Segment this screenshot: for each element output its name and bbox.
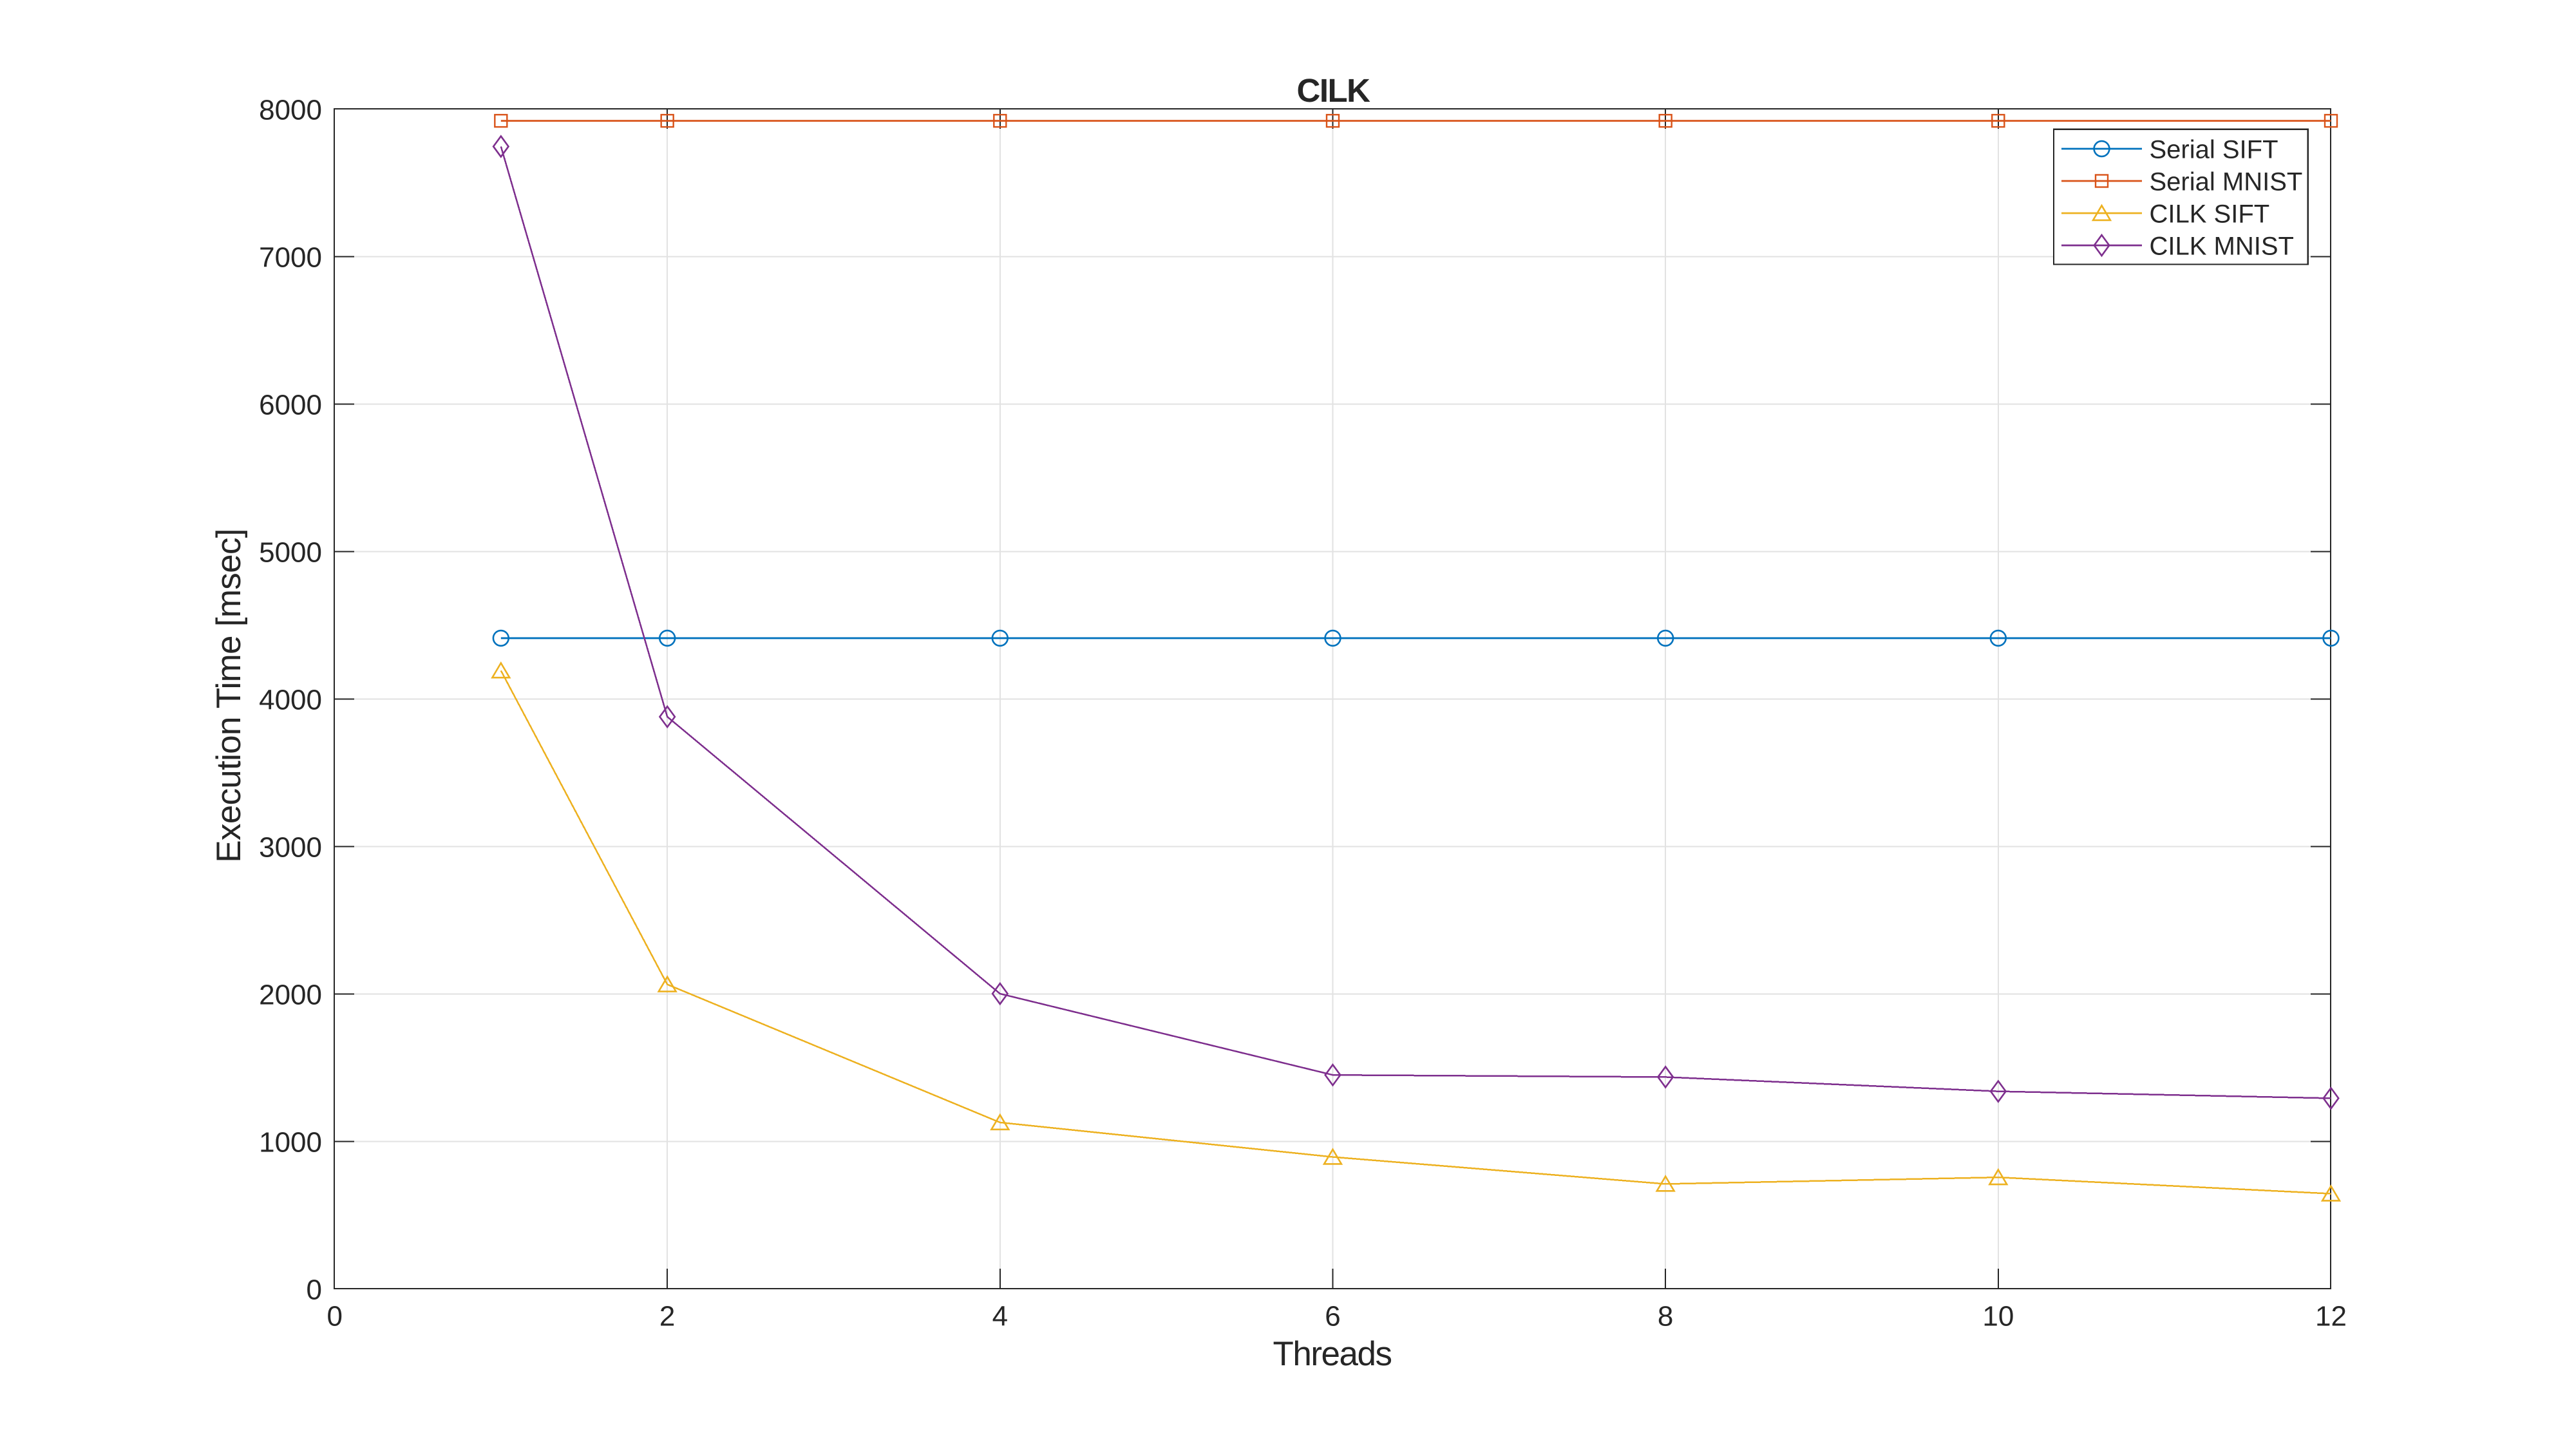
svg-text:Serial SIFT: Serial SIFT [2150, 136, 2278, 164]
svg-text:8000: 8000 [259, 95, 322, 126]
svg-text:CILK SIFT: CILK SIFT [2150, 200, 2270, 229]
svg-text:2: 2 [659, 1301, 675, 1332]
svg-text:2000: 2000 [259, 980, 322, 1011]
svg-text:6000: 6000 [259, 390, 322, 421]
svg-text:10: 10 [1982, 1301, 2014, 1332]
svg-text:12: 12 [2315, 1301, 2347, 1332]
svg-text:Execution Time [msec]: Execution Time [msec] [210, 529, 248, 862]
svg-text:8: 8 [1658, 1301, 1673, 1332]
svg-text:4000: 4000 [259, 685, 322, 716]
svg-text:Threads: Threads [1273, 1335, 1392, 1373]
svg-text:CILK MNIST: CILK MNIST [2150, 232, 2294, 261]
svg-text:CILK: CILK [1297, 72, 1371, 109]
svg-text:4: 4 [992, 1301, 1008, 1332]
svg-text:0: 0 [307, 1274, 322, 1306]
svg-text:6: 6 [1325, 1301, 1340, 1332]
svg-text:0: 0 [327, 1301, 343, 1332]
svg-text:5000: 5000 [259, 537, 322, 569]
svg-text:1000: 1000 [259, 1127, 322, 1159]
svg-text:7000: 7000 [259, 242, 322, 274]
svg-text:Serial MNIST: Serial MNIST [2150, 168, 2303, 196]
svg-text:3000: 3000 [259, 832, 322, 864]
